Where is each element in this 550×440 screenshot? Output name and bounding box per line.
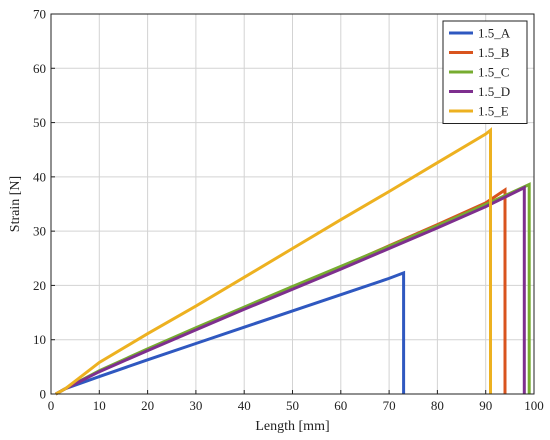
x-tick-label: 0: [48, 398, 55, 413]
series-line-1-5-a: [55, 270, 406, 396]
legend-label: 1.5_B: [478, 45, 510, 60]
series-layer: [55, 127, 531, 396]
x-tick-label: 90: [479, 398, 492, 413]
x-tick-label: 80: [431, 398, 444, 413]
legend-label: 1.5_C: [478, 65, 509, 80]
x-tick-label: 50: [286, 398, 299, 413]
x-axis-label: Length [mm]: [255, 419, 329, 434]
y-tick-label: 30: [33, 224, 46, 239]
legend-label: 1.5_D: [478, 84, 510, 99]
x-tick-label: 60: [334, 398, 347, 413]
x-tick-label: 100: [524, 398, 544, 413]
series-line-1-5-e: [55, 127, 492, 396]
y-tick-label: 10: [33, 332, 46, 347]
legend: 1.5_A 1.5_B 1.5_C 1.5_D 1.5_E: [442, 20, 528, 124]
legend-label: 1.5_A: [478, 26, 511, 41]
y-tick-label: 60: [33, 61, 46, 76]
ticks: 0 10 20 30 40 50 60 70 80 90 100 0 10 20 30 40 50 60 70: [33, 7, 544, 414]
x-tick-label: 40: [238, 398, 251, 413]
series-line-1-5-d: [55, 185, 526, 396]
x-tick-label: 20: [141, 398, 154, 413]
y-tick-label: 40: [33, 169, 46, 184]
x-tick-label: 70: [383, 398, 396, 413]
y-axis-label: Strain [N]: [8, 176, 23, 232]
y-tick-label: 20: [33, 278, 46, 293]
y-tick-label: 0: [40, 387, 47, 402]
x-tick-label: 10: [93, 398, 106, 413]
legend-label: 1.5_E: [478, 104, 509, 119]
y-tick-label: 50: [33, 115, 46, 130]
x-tick-label: 30: [189, 398, 202, 413]
y-tick-label: 70: [33, 7, 46, 22]
